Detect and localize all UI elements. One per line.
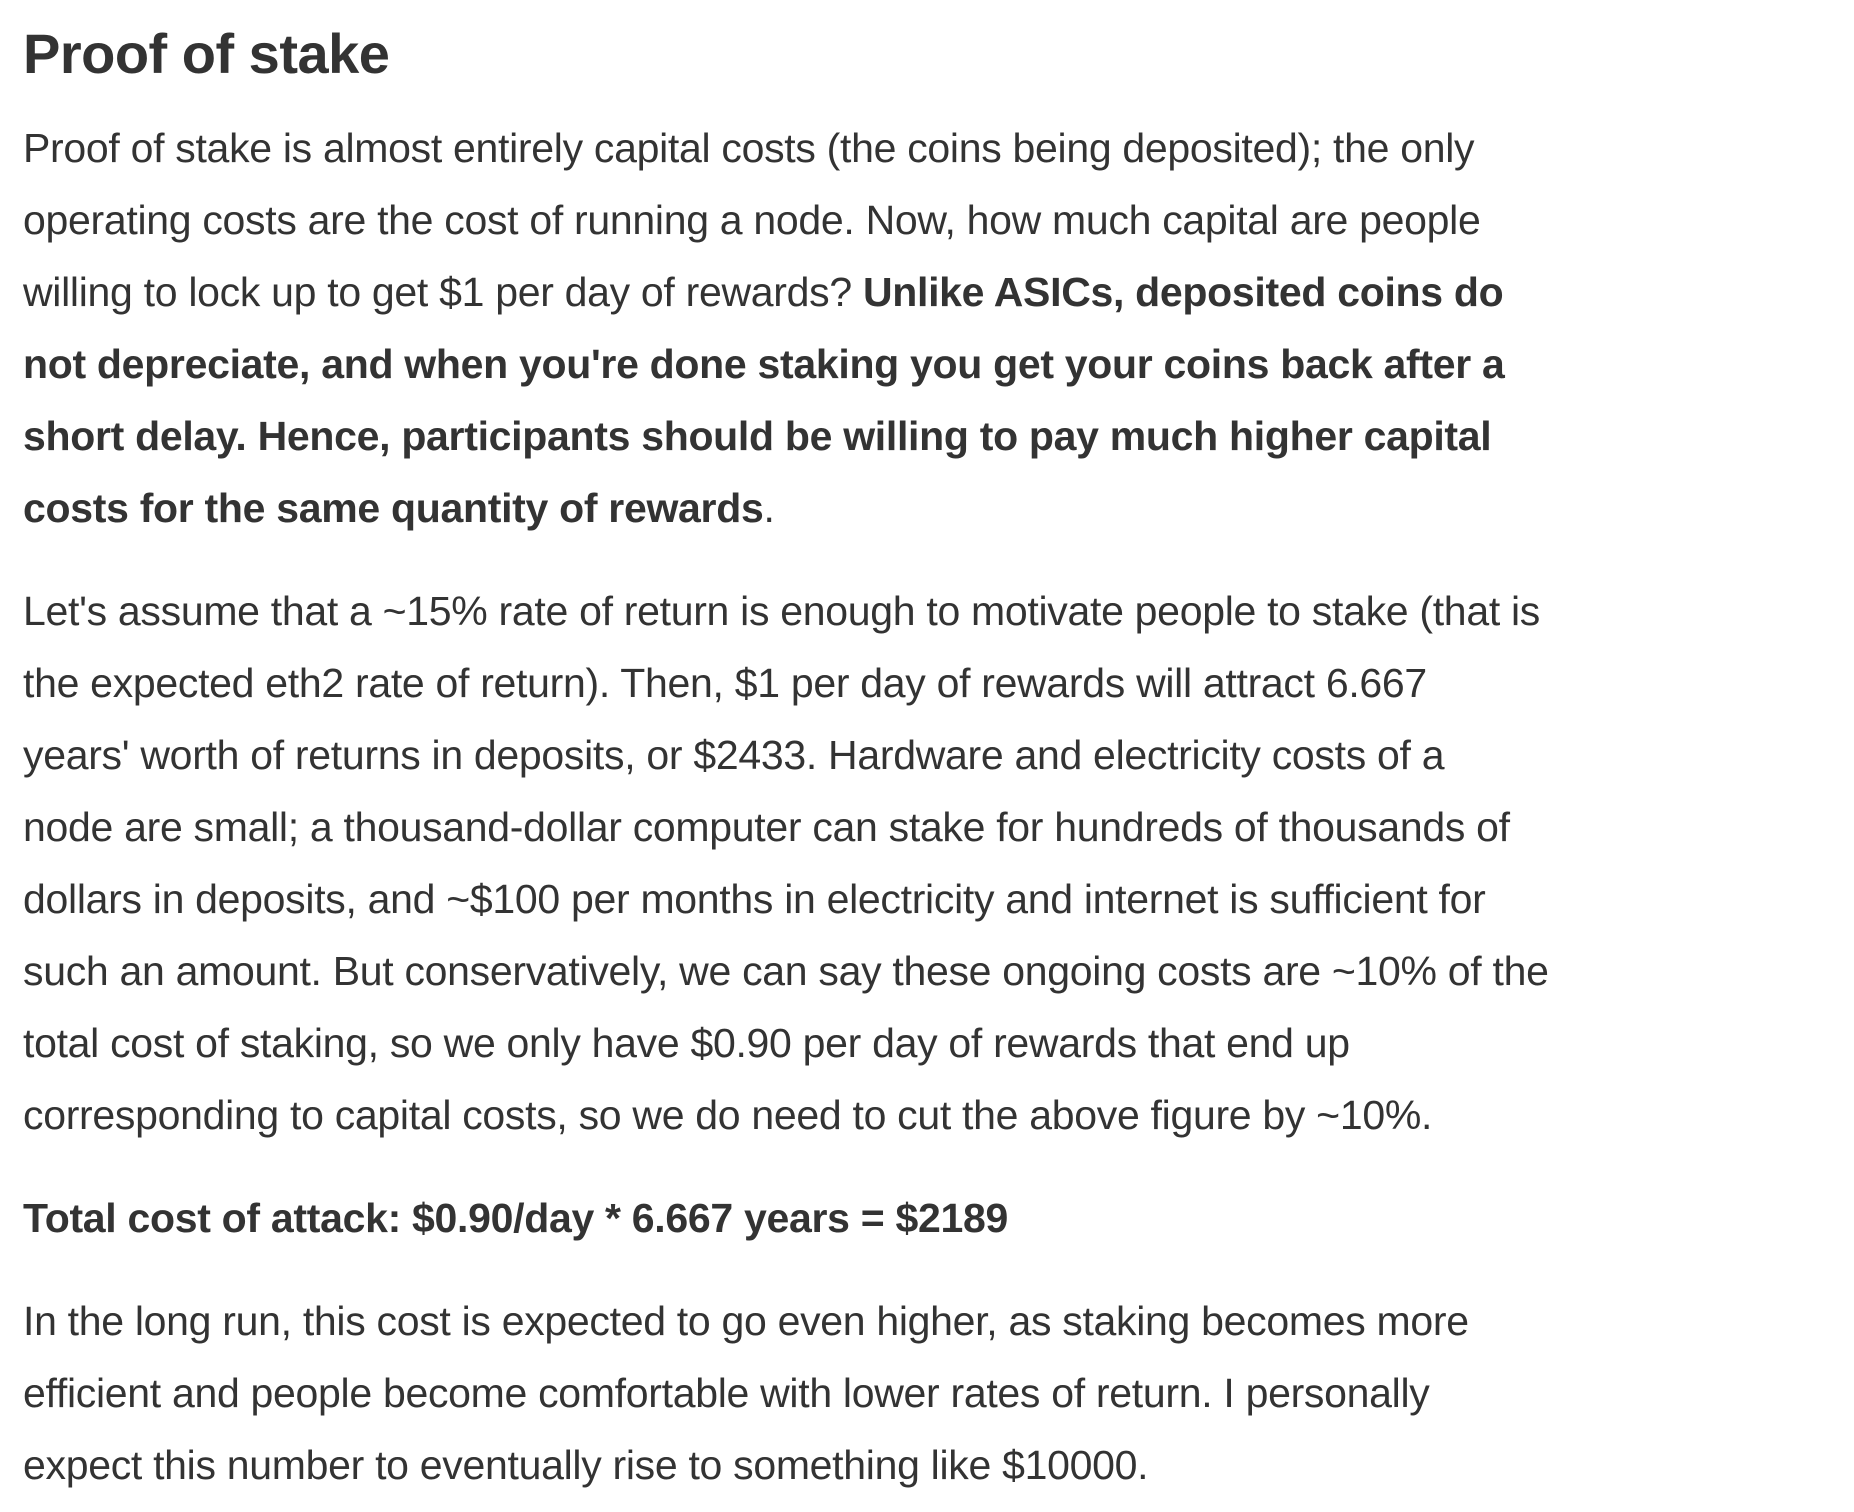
bold-text-run: short delay. Hence, participants should … (23, 413, 1492, 459)
text-line: willing to lock up to get $1 per day of … (23, 256, 1830, 328)
text-run: dollars in deposits, and ~$100 per month… (23, 876, 1486, 922)
bold-text-run: not depreciate, and when you're done sta… (23, 341, 1505, 387)
text-run: expect this number to eventually rise to… (23, 1442, 1149, 1488)
text-line: Let's assume that a ~15% rate of return … (23, 575, 1830, 647)
text-run: node are small; a thousand-dollar comput… (23, 804, 1510, 850)
text-line: dollars in deposits, and ~$100 per month… (23, 863, 1830, 935)
bold-text-run: costs for the same quantity of rewards (23, 485, 764, 531)
text-line: In the long run, this cost is expected t… (23, 1285, 1830, 1357)
bold-text-run: Total cost of attack: $0.90/day * 6.667 … (23, 1195, 1008, 1241)
text-run: Proof of stake is almost entirely capita… (23, 125, 1475, 171)
page-title: Proof of stake (23, 22, 390, 85)
text-line: such an amount. But conservatively, we c… (23, 935, 1830, 1007)
text-line: the expected eth2 rate of return). Then,… (23, 647, 1830, 719)
text-run: total cost of staking, so we only have $… (23, 1020, 1350, 1066)
paragraph-capital-costs: Proof of stake is almost entirely capita… (23, 112, 1830, 544)
text-line: corresponding to capital costs, so we do… (23, 1079, 1830, 1151)
text-run: . (763, 485, 775, 531)
text-line: short delay. Hence, participants should … (23, 400, 1830, 472)
text-line: Proof of stake is almost entirely capita… (23, 112, 1830, 184)
paragraph-total-cost-of-attack: Total cost of attack: $0.90/day * 6.667 … (23, 1182, 1830, 1254)
text-line: years' worth of returns in deposits, or … (23, 719, 1830, 791)
text-line: total cost of staking, so we only have $… (23, 1007, 1830, 1079)
text-run: operating costs are the cost of running … (23, 197, 1481, 243)
text-line: expect this number to eventually rise to… (23, 1429, 1830, 1501)
text-run: willing to lock up to get $1 per day of … (23, 269, 863, 315)
text-run: Let's assume that a ~15% rate of return … (23, 588, 1541, 634)
text-run: years' worth of returns in deposits, or … (23, 732, 1445, 778)
text-run: efficient and people become comfortable … (23, 1370, 1430, 1416)
bold-text-run: Unlike ASICs, deposited coins do (862, 269, 1504, 315)
text-line: efficient and people become comfortable … (23, 1357, 1830, 1429)
text-line: costs for the same quantity of rewards. (23, 472, 1830, 544)
text-run: such an amount. But conservatively, we c… (23, 948, 1549, 994)
text-line: operating costs are the cost of running … (23, 184, 1830, 256)
paragraph-rate-of-return: Let's assume that a ~15% rate of return … (23, 575, 1830, 1151)
text-line: not depreciate, and when you're done sta… (23, 328, 1830, 400)
text-run: In the long run, this cost is expected t… (23, 1298, 1469, 1344)
article-body: Proof of stake is almost entirely capita… (23, 112, 1830, 1501)
paragraph-long-run: In the long run, this cost is expected t… (23, 1285, 1830, 1501)
text-run: corresponding to capital costs, so we do… (23, 1092, 1433, 1138)
text-line: node are small; a thousand-dollar comput… (23, 791, 1830, 863)
text-line: Total cost of attack: $0.90/day * 6.667 … (23, 1182, 1830, 1254)
text-run: the expected eth2 rate of return). Then,… (23, 660, 1427, 706)
